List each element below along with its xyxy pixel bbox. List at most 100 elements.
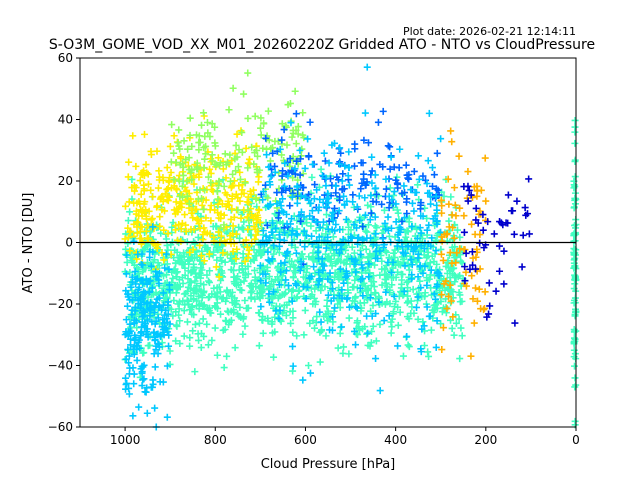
- data-point: [257, 303, 265, 311]
- data-point: [394, 342, 402, 350]
- data-point: [128, 306, 136, 314]
- data-point: [213, 299, 221, 307]
- data-point: [172, 158, 180, 166]
- data-point: [472, 216, 480, 224]
- data-point: [191, 277, 199, 285]
- data-point: [402, 233, 410, 241]
- data-point: [129, 364, 137, 372]
- data-point: [437, 135, 445, 143]
- data-point: [403, 171, 411, 179]
- data-point: [343, 272, 351, 280]
- data-point: [182, 227, 190, 235]
- data-point: [337, 149, 345, 157]
- data-point: [180, 307, 188, 315]
- data-point: [376, 271, 384, 279]
- data-point: [464, 197, 472, 205]
- data-point: [433, 149, 441, 157]
- data-point: [162, 306, 170, 314]
- data-point: [439, 256, 447, 264]
- data-point: [147, 262, 155, 270]
- data-point: [376, 320, 384, 328]
- data-point: [271, 245, 279, 253]
- data-point: [164, 310, 172, 318]
- data-point: [212, 303, 220, 311]
- data-point: [143, 409, 151, 417]
- data-point: [218, 295, 226, 303]
- data-point: [263, 221, 271, 229]
- data-point: [502, 219, 510, 227]
- data-point: [141, 308, 149, 316]
- data-point: [244, 164, 252, 172]
- data-point: [287, 319, 295, 327]
- data-point: [394, 180, 402, 188]
- data-point: [176, 161, 184, 169]
- data-point: [153, 147, 161, 155]
- data-point: [140, 312, 148, 320]
- data-point: [342, 215, 350, 223]
- data-point: [469, 295, 477, 303]
- data-point: [136, 228, 144, 236]
- data-point: [183, 192, 191, 200]
- data-point: [178, 203, 186, 211]
- data-point: [195, 336, 203, 344]
- data-point: [238, 148, 246, 156]
- data-point: [241, 322, 249, 330]
- data-point: [165, 331, 173, 339]
- data-point: [205, 250, 213, 258]
- data-point: [137, 260, 145, 268]
- data-point: [291, 243, 299, 251]
- data-point: [222, 317, 230, 325]
- data-point: [360, 136, 368, 144]
- data-point: [200, 287, 208, 295]
- data-point: [448, 324, 456, 332]
- data-point: [302, 231, 310, 239]
- data-point: [285, 282, 293, 290]
- data-point: [407, 186, 415, 194]
- data-point: [233, 130, 241, 138]
- data-point: [426, 312, 434, 320]
- data-point: [195, 220, 203, 228]
- data-point: [300, 331, 308, 339]
- data-point: [146, 341, 154, 349]
- data-point: [408, 222, 416, 230]
- data-point: [132, 184, 140, 192]
- data-point: [222, 297, 230, 305]
- y-tick-label: 20: [58, 174, 73, 188]
- data-point: [314, 281, 322, 289]
- data-point: [321, 157, 329, 165]
- data-point: [332, 182, 340, 190]
- data-point: [205, 277, 213, 285]
- data-point: [281, 159, 289, 167]
- data-point: [417, 229, 425, 237]
- data-point: [511, 319, 519, 327]
- data-point: [182, 156, 190, 164]
- data-point: [138, 250, 146, 258]
- data-point: [316, 223, 324, 231]
- data-point: [188, 176, 196, 184]
- data-point: [185, 300, 193, 308]
- data-point: [308, 232, 316, 240]
- data-point: [147, 186, 155, 194]
- data-point: [178, 182, 186, 190]
- data-point: [343, 197, 351, 205]
- data-point: [302, 279, 310, 287]
- data-point: [143, 299, 151, 307]
- data-point: [479, 211, 487, 219]
- data-point: [391, 253, 399, 261]
- data-point: [381, 264, 389, 272]
- data-point: [424, 157, 432, 165]
- data-point: [314, 248, 322, 256]
- data-point: [276, 267, 284, 275]
- data-point: [299, 376, 307, 384]
- data-point: [159, 301, 167, 309]
- data-point: [187, 209, 195, 217]
- data-point: [322, 332, 330, 340]
- data-point: [336, 144, 344, 152]
- data-point: [448, 138, 456, 146]
- data-point: [164, 230, 172, 238]
- data-point: [405, 315, 413, 323]
- data-point: [432, 247, 440, 255]
- data-point: [355, 192, 363, 200]
- data-point: [142, 227, 150, 235]
- data-point: [340, 192, 348, 200]
